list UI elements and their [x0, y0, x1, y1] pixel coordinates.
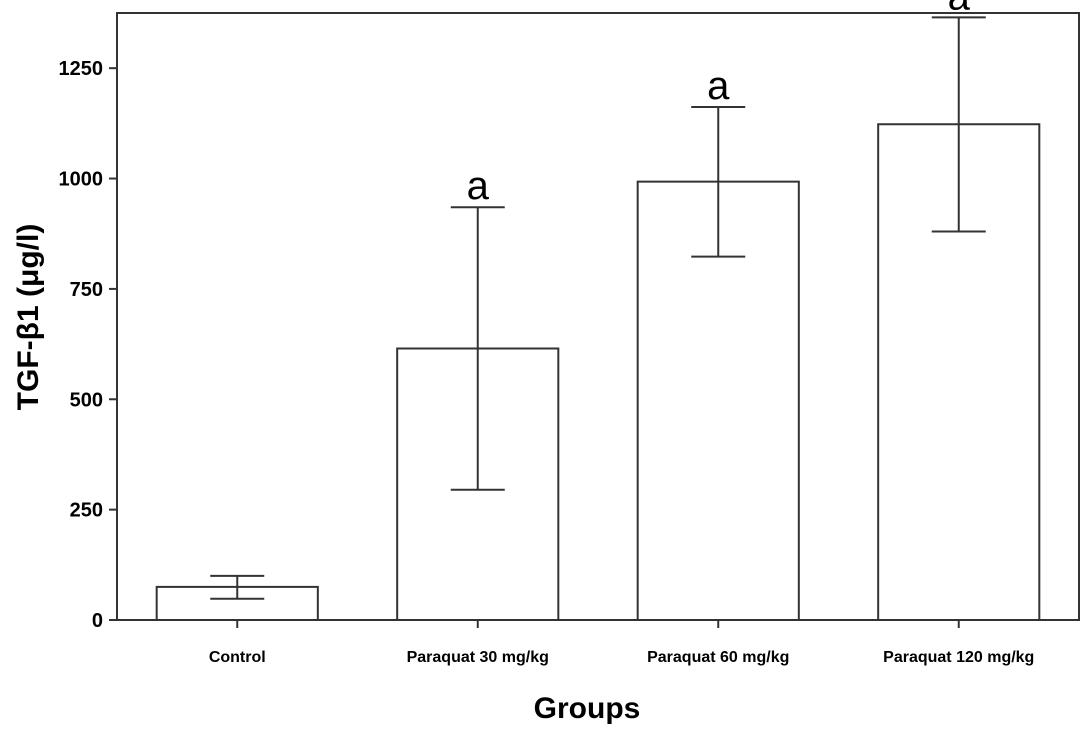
x-axis: Control Paraquat 30 mg/kg Paraquat 60 mg/k…	[209, 620, 1034, 666]
y-tick-label: 500	[70, 389, 103, 411]
y-tick-label: 1000	[59, 169, 104, 191]
plot-frame	[116, 12, 1080, 621]
x-tick-label: Paraquat 60 mg/kg	[647, 649, 789, 666]
y-axis-title: TGF-β1 (μg/l)	[12, 224, 45, 411]
y-tick-label: 1250	[59, 58, 104, 80]
error-bars-group	[210, 16, 986, 600]
significance-label: a	[467, 164, 490, 208]
bars-group	[155, 123, 1041, 622]
significance-labels-group: a a a	[467, 0, 971, 208]
y-tick-label: 0	[92, 610, 103, 632]
y-axis: 0 250 500 750 1000 1250	[59, 58, 117, 632]
significance-label: a	[948, 0, 971, 18]
x-tick-label: Control	[209, 649, 266, 666]
y-tick-label: 750	[70, 279, 103, 301]
y-tick-label: 250	[70, 500, 103, 522]
x-axis-title: Groups	[534, 692, 641, 725]
significance-label: a	[707, 64, 730, 108]
x-tick-label: Paraquat 120 mg/kg	[883, 649, 1034, 666]
x-tick-label: Paraquat 30 mg/kg	[407, 649, 549, 666]
